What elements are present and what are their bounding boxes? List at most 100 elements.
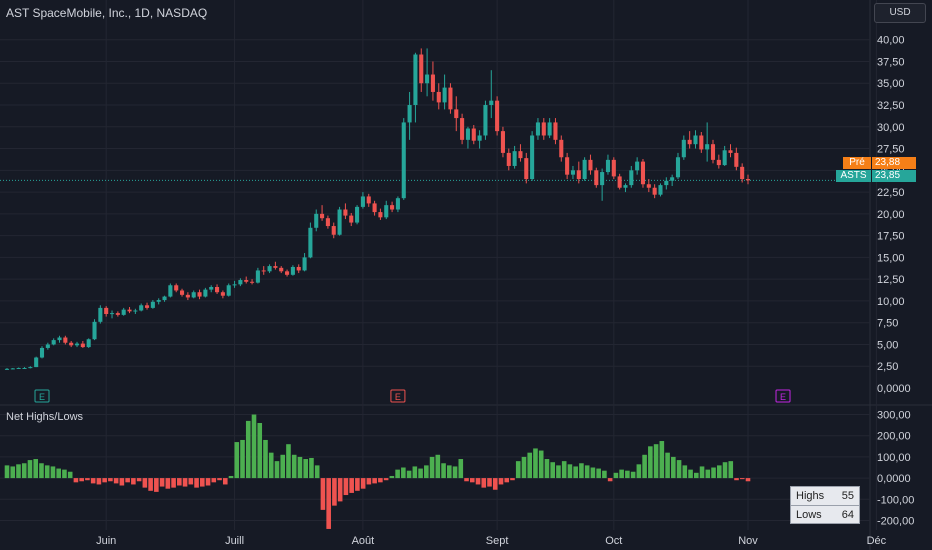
price-tick-label: 22,50 [877, 187, 905, 199]
candle-body [349, 215, 354, 223]
candle-body [197, 292, 202, 297]
candle-body [454, 109, 459, 119]
net-highs-lows-bar [739, 478, 745, 480]
net-highs-lows-bar [590, 467, 596, 479]
lows-label: Lows [796, 509, 822, 521]
candle-body [45, 344, 50, 348]
net-highs-lows-bar [653, 444, 659, 479]
net-highs-lows-bar [136, 478, 142, 482]
candle-body [728, 150, 733, 153]
earnings-marker-label: E [395, 392, 401, 402]
candle-body [63, 337, 68, 343]
candle-body [320, 213, 325, 219]
net-highs-lows-bar [240, 439, 245, 479]
net-highs-lows-bar [699, 466, 705, 479]
net-highs-lows-bar [705, 469, 711, 479]
indicator-tick-label: -100,00 [877, 494, 914, 506]
time-axis[interactable]: Juin Juill Août Sept Oct Nov Déc [96, 535, 887, 547]
price-axis[interactable]: 2,50 5,00 7,50 10,00 12,50 15,00 17,50 20,00 22,… [877, 35, 914, 528]
net-highs-lows-bar [159, 478, 165, 487]
candle-body [652, 187, 657, 195]
highs-row: Highs 55 [791, 487, 859, 505]
candle-body [150, 301, 155, 308]
pre-market-label: Pré [843, 157, 871, 169]
net-highs-lows-bar [481, 478, 487, 488]
net-highs-lows-bar [188, 478, 194, 485]
price-tick-label: 32,50 [877, 100, 905, 112]
time-tick-label: Déc [867, 535, 887, 547]
net-highs-lows-bar [533, 448, 538, 479]
candle-body [69, 342, 74, 346]
price-tick-label: 17,50 [877, 231, 905, 243]
net-highs-lows-bar [165, 478, 171, 489]
pre-market-price-badge: 23,88 [872, 157, 916, 169]
highs-label: Highs [796, 490, 825, 502]
candle-body [372, 203, 377, 213]
net-highs-lows-bar [458, 459, 464, 479]
candle-body [664, 180, 669, 186]
price-tick-label: 27,50 [877, 144, 905, 156]
price-tick-label: 30,00 [877, 122, 905, 134]
candlestick-series [4, 48, 751, 370]
candle-body [605, 159, 611, 173]
candle-body [547, 122, 552, 136]
candle-body [465, 128, 470, 140]
price-tick-label: 7,50 [877, 318, 898, 330]
candle-body [104, 307, 109, 314]
candle-body [646, 184, 651, 188]
candle-body [360, 196, 365, 207]
net-highs-lows-bar [332, 478, 337, 506]
highs-value: 55 [841, 490, 854, 502]
currency-button[interactable]: USD [874, 3, 926, 23]
net-highs-lows-bar [337, 478, 343, 502]
candle-body [174, 285, 179, 291]
chart-title: AST SpaceMobile, Inc., 1D, NASDAQ [6, 6, 208, 20]
net-highs-lows-bar [171, 478, 176, 488]
time-tick-label: Juin [96, 535, 116, 547]
net-highs-lows-bar [79, 478, 84, 482]
net-highs-lows-bar [745, 478, 751, 482]
candle-body [541, 122, 546, 136]
candle-body [109, 313, 115, 315]
highs-lows-table: Highs 55 Lows 64 [790, 486, 860, 524]
indicator-tick-label: 100,00 [877, 452, 911, 464]
candle-body [518, 151, 523, 159]
candle-body [115, 313, 120, 315]
lows-row: Lows 64 [791, 505, 859, 524]
net-highs-lows-bar [515, 461, 521, 479]
net-highs-lows-bar [625, 470, 630, 479]
net-highs-lows-bar [378, 478, 383, 483]
indicator-tick-label: 300,00 [877, 410, 911, 422]
lows-value: 64 [841, 509, 854, 521]
net-highs-lows-bar [4, 465, 10, 479]
net-highs-lows-bar [234, 442, 240, 479]
candle-body [483, 105, 488, 136]
candle-body [535, 122, 540, 136]
candle-body [681, 139, 686, 158]
symbol-label: ASTS [836, 170, 871, 182]
net-highs-lows-bar [291, 454, 297, 479]
candle-body [168, 285, 173, 297]
net-highs-lows-bar [343, 478, 349, 496]
candle-body [302, 257, 307, 271]
net-highs-lows-bar [67, 471, 73, 479]
candle-body [191, 292, 196, 298]
candle-body [308, 227, 313, 258]
candle-body [226, 285, 231, 296]
candle-body [337, 209, 342, 235]
candle-body [629, 170, 634, 186]
candle-body [74, 343, 80, 346]
candle-body [244, 280, 249, 282]
net-highs-lows-bar [567, 464, 573, 479]
price-tick-label: 12,50 [877, 274, 905, 286]
net-highs-lows-bar [10, 466, 16, 479]
net-highs-lows-bar [636, 464, 642, 479]
candle-body [506, 152, 511, 166]
candle-body [273, 266, 278, 268]
net-highs-lows-bar [648, 446, 653, 479]
candle-body [16, 367, 21, 369]
candle-body [39, 347, 45, 358]
price-tick-label: 40,00 [877, 35, 905, 47]
